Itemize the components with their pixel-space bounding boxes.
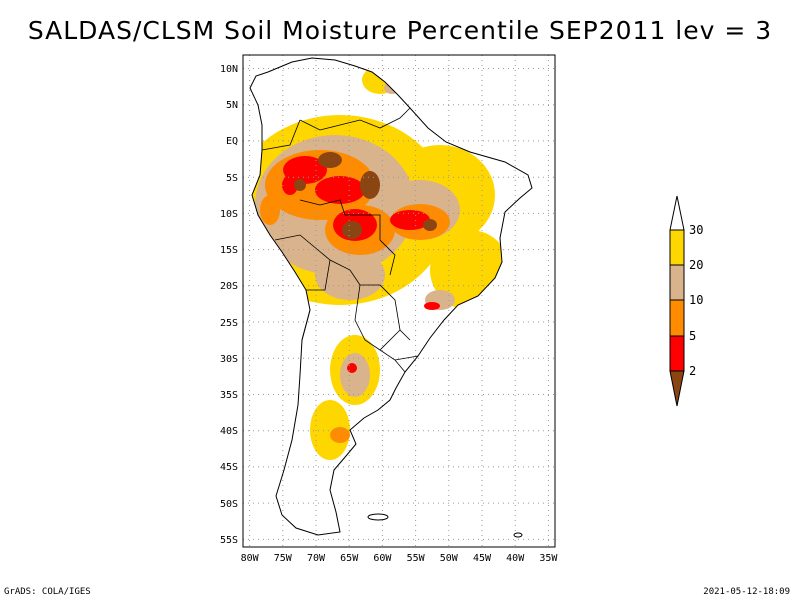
lat-label: 25S <box>220 318 238 329</box>
colorbar-label: 5 <box>689 329 696 343</box>
lat-label: 10S <box>220 209 238 220</box>
lon-label: 70W <box>307 553 326 564</box>
lat-label: EQ <box>226 136 238 147</box>
latitude-labels: 10N 5N EQ 5S 10S 15S 20S 25S 30S 35S 40S… <box>220 64 238 546</box>
lon-label: 40W <box>506 553 525 564</box>
colorbar-label: 30 <box>689 223 703 237</box>
lat-label: 35S <box>220 390 238 401</box>
colorbar-segment-2-5 <box>669 335 685 372</box>
lon-label: 50W <box>440 553 459 564</box>
lat-label: 5N <box>226 100 238 111</box>
colorbar-label: 20 <box>689 258 703 272</box>
longitude-labels: 80W 75W 70W 65W 60W 55W 50W 45W 40W 35W <box>241 553 559 564</box>
colorbar-label: 10 <box>689 293 703 307</box>
colorbar-label: 2 <box>689 364 696 378</box>
lat-label: 5S <box>226 173 238 184</box>
colorbar-segment-5-10 <box>669 299 685 337</box>
footer-credit: GrADS: COLA/IGES <box>4 587 91 597</box>
lon-label: 80W <box>241 553 260 564</box>
country-borders <box>261 107 419 373</box>
lat-label: 40S <box>220 426 238 437</box>
colorbar-top-triangle <box>669 195 685 231</box>
lat-label: 45S <box>220 462 238 473</box>
lat-label: 15S <box>220 245 238 256</box>
colorbar-bottom-triangle <box>669 370 685 407</box>
colorbar <box>669 195 685 407</box>
colorbar-segment-10-20 <box>669 264 685 301</box>
colorbar-segment-20-30 <box>669 229 685 266</box>
lon-label: 55W <box>407 553 426 564</box>
lon-label: 75W <box>274 553 293 564</box>
islands <box>367 513 523 538</box>
map-title: SALDAS/CLSM Soil Moisture Percentile SEP… <box>27 16 773 45</box>
colorbar-labels: 30 20 10 5 2 <box>689 223 703 378</box>
lat-label: 55S <box>220 535 238 546</box>
lon-label: 65W <box>340 553 359 564</box>
lat-label: 50S <box>220 499 238 510</box>
footer-timestamp: 2021-05-12-18:09 <box>703 587 790 597</box>
lat-label: 30S <box>220 354 238 365</box>
lat-label: 20S <box>220 281 238 292</box>
lon-label: 60W <box>373 553 392 564</box>
lon-label: 35W <box>539 553 558 564</box>
lat-label: 10N <box>220 64 238 75</box>
lon-label: 45W <box>473 553 492 564</box>
grid-lines <box>243 55 555 547</box>
